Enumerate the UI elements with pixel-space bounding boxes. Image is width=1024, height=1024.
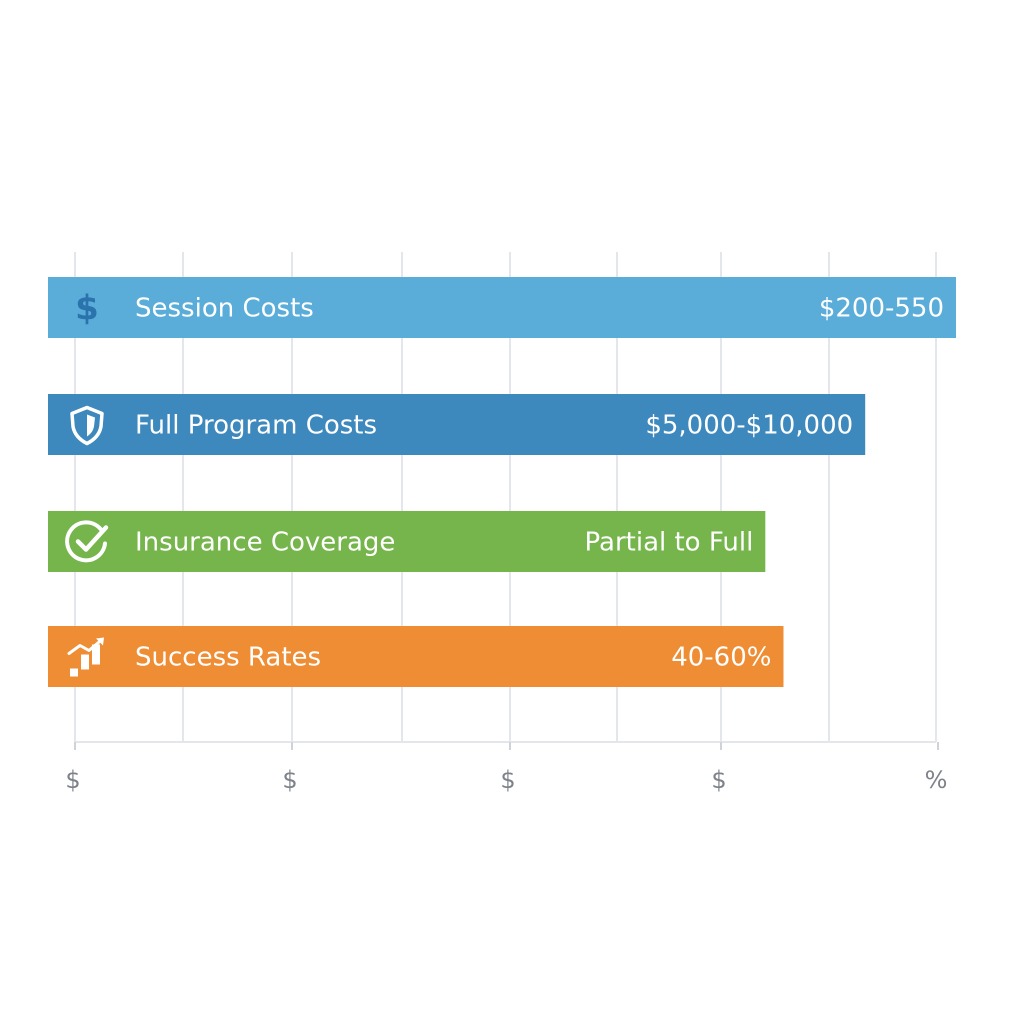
bar-category-label: Session Costs [135,294,314,324]
dollar-icon: $ [75,289,99,329]
x-tick-label: $ [65,766,80,794]
bar [48,626,784,687]
bar-value-label: $5,000-$10,000 [645,411,853,441]
bar-row: Success Rates 40-60% [48,626,784,687]
x-tick-label: $ [282,766,297,794]
bar-row: $ Session Costs $200-550 [48,277,956,338]
growth-chart-icon [67,637,104,677]
bar-category-label: Insurance Coverage [135,528,395,558]
svg-text:$: $ [75,289,99,329]
bar-value-label: $200-550 [819,294,944,324]
bar-value-label: Partial to Full [585,528,754,558]
shield-icon [70,405,104,446]
bar [48,277,956,338]
x-tick-label: % [925,766,948,794]
bar-row: Full Program Costs $5,000-$10,000 [48,394,866,455]
x-tick-label: $ [500,766,515,794]
bar-category-label: Success Rates [135,643,321,673]
bar-value-label: 40-60% [671,643,771,673]
x-tick-label: $ [711,766,726,794]
bar [48,394,866,455]
x-axis-ticks: $ $ $ $% [65,742,947,794]
bar-row: Insurance Coverage Partial to Full [48,511,766,572]
bar [48,511,766,572]
check-circle-icon [65,520,109,563]
bar-category-label: Full Program Costs [135,411,377,441]
chart-bars: $ Session Costs $200-550 Full Program Costs… [48,277,956,687]
